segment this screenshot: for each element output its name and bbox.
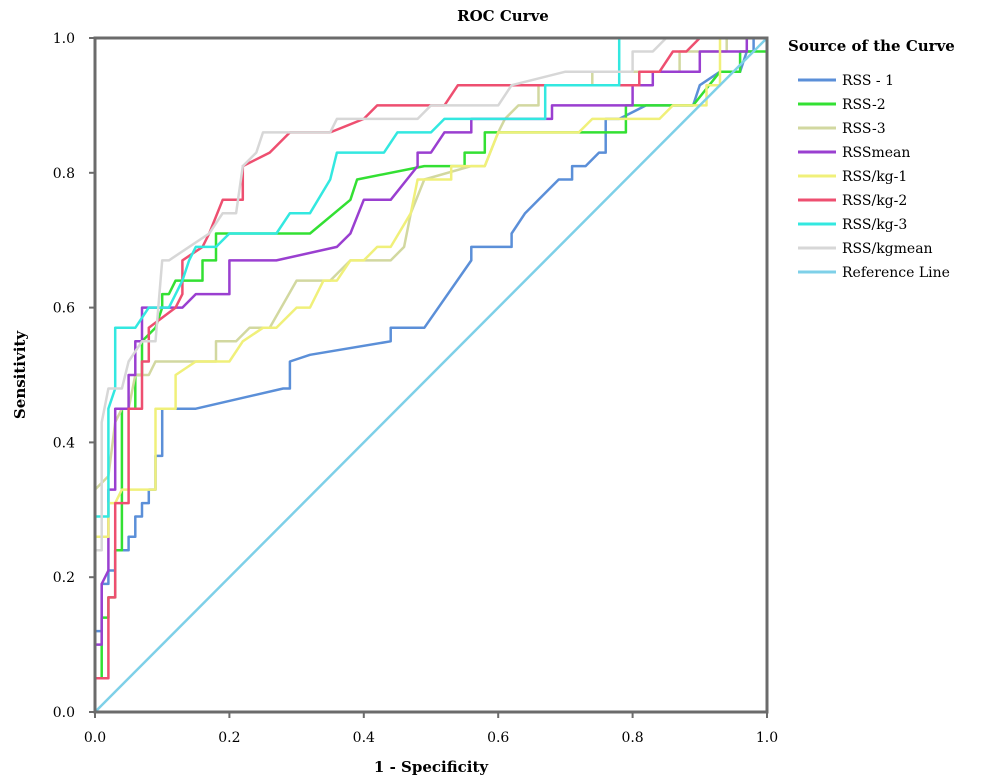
legend-label-8: Reference Line	[842, 265, 950, 281]
x-tick-label-2: 0.4	[353, 730, 375, 746]
legend-label-3: RSSmean	[842, 145, 910, 161]
series-line-8	[94, 37, 768, 713]
legend: RSS - 1 RSS-2 RSS-3 RSSmean RSS/kg-1 RSS/kg-2…	[798, 73, 950, 281]
legend-title: Source of the Curve	[788, 37, 955, 55]
legend-label-7: RSS/kgmean	[842, 241, 933, 257]
y-tick-label-0: 0.0	[53, 705, 75, 721]
plot-frame	[93, 36, 769, 714]
series-line-6	[93, 36, 767, 712]
tick-layer: 0.0 0.2 0.4 0.6 0.8 1.0 0.0 0.2 0.4 0.6 0.8 1.0	[53, 31, 778, 746]
x-tick-label-0: 0.0	[84, 730, 106, 746]
series-line-3	[93, 36, 767, 712]
x-axis-label: 1 - Specificity	[374, 758, 489, 776]
chart-title: ROC Curve	[457, 7, 549, 25]
x-tick-label-3: 0.6	[487, 730, 509, 746]
x-tick-label-4: 0.8	[621, 730, 643, 746]
series-line-5	[93, 36, 767, 712]
y-tick-label-4: 0.8	[53, 166, 75, 182]
legend-label-6: RSS/kg-3	[842, 217, 907, 233]
legend-label-5: RSS/kg-2	[842, 193, 907, 209]
legend-label-1: RSS-2	[842, 97, 886, 113]
legend-label-4: RSS/kg-1	[842, 169, 907, 185]
x-tick-label-1: 0.2	[218, 730, 240, 746]
y-axis-label: Sensitivity	[11, 330, 29, 419]
series-layer	[93, 36, 768, 713]
y-tick-label-1: 0.2	[53, 570, 75, 586]
y-tick-label-3: 0.6	[53, 301, 75, 317]
legend-label-0: RSS - 1	[842, 73, 894, 89]
x-tick-label-5: 1.0	[756, 730, 778, 746]
series-line-4	[93, 36, 767, 712]
legend-label-2: RSS-3	[842, 121, 886, 137]
series-line-2	[93, 36, 767, 712]
y-tick-label-2: 0.4	[53, 435, 75, 451]
series-line-7	[93, 36, 767, 712]
y-tick-label-5: 1.0	[53, 31, 75, 47]
